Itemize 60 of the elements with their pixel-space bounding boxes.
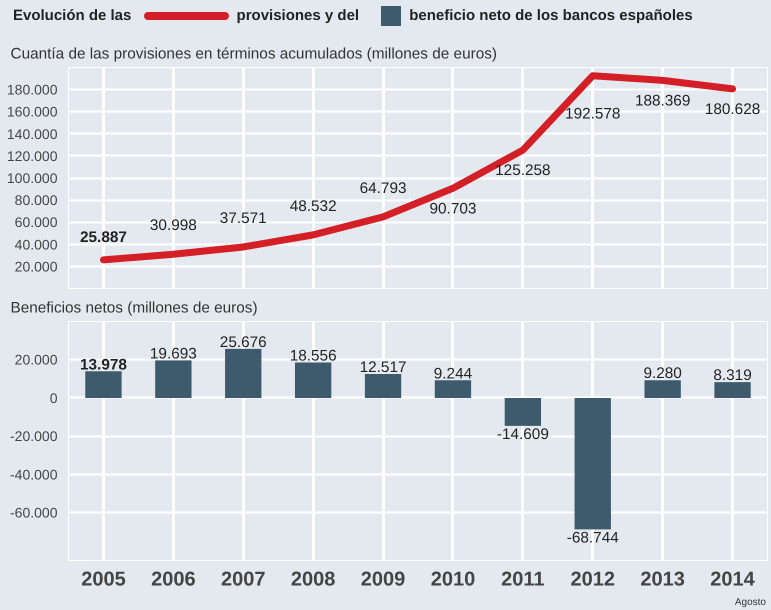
y-tick-label: 20.000	[14, 352, 58, 368]
y-tick-label: 80.000	[14, 192, 58, 208]
bar	[294, 362, 332, 398]
text: Agosto	[734, 596, 766, 610]
bar	[434, 380, 472, 398]
bar	[644, 380, 681, 398]
bar	[714, 382, 751, 398]
y-tick-label: 20.000	[14, 258, 58, 274]
bar	[155, 360, 192, 398]
y-tick-label: 0	[50, 390, 58, 406]
y-tick-label: 140.000	[6, 126, 58, 142]
bar	[504, 398, 542, 426]
y-tick-label: -40.000	[10, 466, 58, 482]
data-label: 8.319	[713, 367, 752, 384]
data-label: 9.244	[434, 365, 473, 382]
data-label: 25.887	[80, 228, 127, 246]
data-label: 125.258	[495, 162, 551, 180]
y-tick-label: 120.000	[6, 148, 58, 164]
y-tick-label: 40.000	[14, 236, 58, 252]
y-tick-label: -20.000	[10, 428, 58, 444]
x-tick-label: 2006	[151, 568, 196, 590]
data-label: 48.532	[290, 198, 337, 215]
data-label: 37.571	[220, 210, 267, 227]
data-label: 192.578	[565, 106, 620, 123]
bar	[85, 371, 122, 398]
x-tick-label: 2008	[290, 568, 336, 590]
x-tick-label: 2011	[501, 568, 545, 590]
x-tick-label: 2005	[81, 568, 126, 590]
bar	[574, 398, 611, 530]
data-label: -14.609	[496, 426, 549, 443]
x-tick-label: 2014	[710, 568, 756, 590]
data-label: -68.744	[566, 529, 620, 546]
data-label: 90.703	[430, 200, 476, 218]
chart-subtitle: Cuantía de las provisiones en términos acumulados (millones de euros)	[10, 46, 497, 62]
y-tick-label: 60.000	[14, 214, 58, 230]
chart-title: Evolución de las	[13, 7, 132, 24]
data-label: 25.676	[220, 334, 267, 351]
data-label: 18.556	[290, 348, 337, 364]
y-tick-label: 180.000	[6, 82, 58, 98]
data-label: 188.369	[634, 92, 690, 110]
legend-label: beneficio neto de los bancos españoles	[409, 7, 693, 24]
data-label: 13.978	[80, 356, 128, 374]
data-label: 180.628	[704, 100, 760, 118]
data-label: 9.280	[643, 365, 682, 382]
y-tick-label: 160.000	[6, 104, 58, 120]
data-label: 30.998	[150, 217, 197, 234]
y-tick-label: 100.000	[6, 170, 58, 186]
x-tick-label: 2007	[221, 568, 266, 590]
data-label: 12.517	[360, 359, 406, 376]
y-tick-label: -60.000	[10, 504, 58, 521]
x-tick-label: 2010	[430, 568, 476, 590]
bar	[364, 374, 402, 398]
data-label: 19.693	[150, 345, 197, 362]
bar	[225, 348, 262, 398]
x-tick-label: 2012	[570, 568, 616, 590]
text: provisiones y del	[236, 7, 360, 24]
data-label: 64.793	[360, 180, 406, 197]
x-tick-label: 2013	[640, 568, 685, 590]
chart-subtitle: Beneficios netos (millones de euros)	[10, 300, 258, 316]
x-tick-label: 2009	[360, 568, 406, 590]
